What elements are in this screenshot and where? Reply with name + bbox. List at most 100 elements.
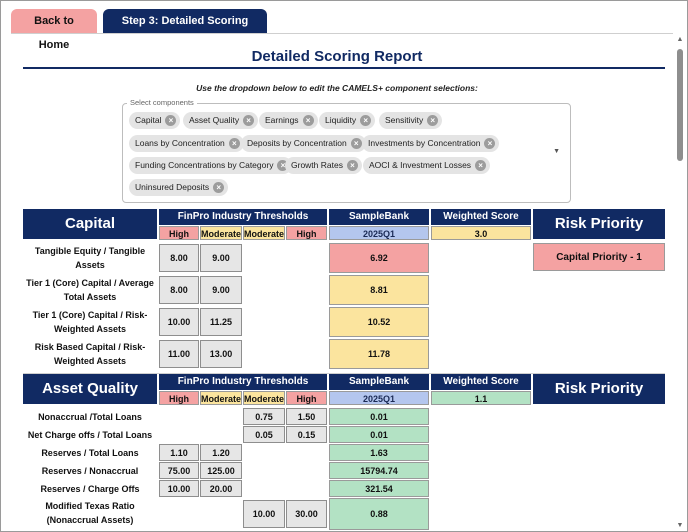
dropdown-caret-icon[interactable]: ▼ (553, 148, 560, 155)
chip-label: Deposits by Concentration (247, 138, 347, 148)
remove-chip-icon[interactable]: × (302, 115, 314, 126)
bank-value: 8.81 (329, 275, 429, 305)
back-to-home-tab[interactable]: Back to Home (11, 9, 97, 51)
scroll-down-icon[interactable]: ▼ (676, 522, 684, 529)
remove-chip-icon[interactable]: × (475, 160, 487, 171)
chip-label: Loans by Concentration (135, 138, 225, 148)
threshold-cell: 9.00 (200, 244, 242, 272)
risk-priority-header: Risk Priority (533, 374, 665, 404)
scroll-up-icon[interactable]: ▲ (676, 36, 684, 43)
chip-label: Asset Quality (189, 115, 240, 125)
threshold-cell: 0.75 (243, 408, 285, 425)
vertical-scrollbar[interactable]: ▲ ▼ (675, 35, 685, 531)
capital-row-label: Risk Based Capital / Risk-Weighted Asset… (34, 342, 146, 366)
chip-loans-by-concentration[interactable]: Loans by Concentration × (129, 135, 244, 152)
threshold-high-high: High (286, 226, 327, 240)
aq-row-label: Modified Texas Ratio (Nonaccrual Assets) (45, 501, 135, 525)
chip-funding-concentrations[interactable]: Funding Concentrations by Category × (129, 157, 293, 174)
asset-quality-title: Asset Quality (23, 374, 157, 404)
component-multiselect[interactable]: Select components Capital × Asset Quality… (122, 98, 571, 203)
bank-value: 321.54 (329, 480, 429, 497)
remove-chip-icon[interactable]: × (360, 115, 372, 126)
chip-capital[interactable]: Capital × (129, 112, 181, 129)
report-content: Detailed Scoring Report Use the dropdown… (11, 34, 673, 531)
threshold-cell: 20.00 (200, 480, 242, 497)
remove-chip-icon[interactable]: × (427, 115, 439, 126)
risk-priority-badge: Capital Priority - 1 (533, 243, 665, 271)
capital-row-label: Tier 1 (Core) Capital / Average Total As… (26, 278, 154, 302)
weighted-score-value: 3.0 (431, 226, 531, 240)
threshold-cell: 1.20 (200, 444, 242, 461)
remove-chip-icon[interactable]: × (350, 138, 362, 149)
tab-divider (11, 33, 673, 34)
threshold-cell: 75.00 (159, 462, 199, 479)
chip-asset-quality[interactable]: Asset Quality × (183, 112, 259, 129)
tab-bar: Back to Home Step 3: Detailed Scoring Re… (11, 9, 267, 51)
chip-label: Investments by Concentration (368, 138, 481, 148)
chip-uninsured-deposits[interactable]: Uninsured Deposits × (129, 179, 229, 196)
threshold-moderate-low: Moderate (200, 226, 242, 240)
instructions-text: Use the dropdown below to edit the CAMEL… (196, 83, 478, 93)
threshold-high-low: High (159, 226, 199, 240)
bank-value: 0.88 (329, 498, 429, 530)
bank-header: SampleBank (329, 374, 429, 390)
threshold-moderate-high: Moderate (243, 226, 285, 240)
threshold-cell: 125.00 (200, 462, 242, 479)
threshold-cell: 8.00 (159, 276, 199, 304)
chip-liquidity[interactable]: Liquidity × (319, 112, 376, 129)
chip-aoci-investment-losses[interactable]: AOCI & Investment Losses × (363, 157, 491, 174)
bank-value: 0.01 (329, 408, 429, 425)
chip-label: Sensitivity (385, 115, 424, 125)
capital-row-label: Tier 1 (Core) Capital / Risk-Weighted As… (32, 310, 148, 334)
weighted-score-header: Weighted Score (431, 374, 531, 390)
remove-chip-icon[interactable]: × (484, 138, 496, 149)
period-label: 2025Q1 (329, 391, 429, 405)
threshold-cell: 1.10 (159, 444, 199, 461)
threshold-high-high: High (286, 391, 327, 405)
remove-chip-icon[interactable]: × (165, 115, 177, 126)
threshold-cell: 8.00 (159, 244, 199, 272)
period-label: 2025Q1 (329, 226, 429, 240)
chip-label: AOCI & Investment Losses (369, 160, 472, 170)
section-divider (23, 373, 665, 374)
capital-title: Capital (23, 209, 157, 239)
aq-row-label: Nonaccrual /Total Loans (38, 411, 142, 422)
bank-header: SampleBank (329, 209, 429, 225)
bank-value: 6.92 (329, 243, 429, 273)
bank-value: 0.01 (329, 426, 429, 443)
threshold-cell: 11.25 (200, 308, 242, 336)
thresholds-header: FinPro Industry Thresholds (159, 374, 327, 390)
threshold-cell: 30.00 (286, 500, 327, 528)
remove-chip-icon[interactable]: × (228, 138, 240, 149)
weighted-score-value: 1.1 (431, 391, 531, 405)
risk-priority-header: Risk Priority (533, 209, 665, 239)
chip-investments-by-concentration[interactable]: Investments by Concentration × (362, 135, 500, 152)
threshold-high-low: High (159, 391, 199, 405)
chip-growth-rates[interactable]: Growth Rates × (285, 157, 362, 174)
select-legend: Select components (127, 98, 197, 107)
aq-row-label: Reserves / Nonaccrual (41, 465, 139, 476)
threshold-moderate-low: Moderate (200, 391, 242, 405)
remove-chip-icon[interactable]: × (243, 115, 255, 126)
threshold-cell: 10.00 (243, 500, 285, 528)
bank-value: 11.78 (329, 339, 429, 369)
chip-sensitivity[interactable]: Sensitivity × (379, 112, 443, 129)
tab-detailed-scoring-report[interactable]: Step 3: Detailed Scoring Report (103, 9, 267, 51)
bank-value: 10.52 (329, 307, 429, 337)
remove-chip-icon[interactable]: × (277, 160, 289, 171)
chip-label: Capital (135, 115, 162, 125)
bank-value: 1.63 (329, 444, 429, 461)
threshold-moderate-high: Moderate (243, 391, 285, 405)
threshold-cell: 1.50 (286, 408, 327, 425)
bank-value: 15794.74 (329, 462, 429, 479)
scrollbar-thumb[interactable] (677, 49, 683, 161)
threshold-cell: 0.05 (243, 426, 285, 443)
chip-label: Earnings (265, 115, 299, 125)
aq-row-label: Reserves / Charge Offs (40, 483, 140, 494)
remove-chip-icon[interactable]: × (213, 182, 225, 193)
capital-row-label: Tangible Equity / Tangible Assets (34, 246, 146, 270)
title-divider (23, 67, 665, 69)
remove-chip-icon[interactable]: × (346, 160, 358, 171)
chip-earnings[interactable]: Earnings × (259, 112, 318, 129)
chip-deposits-by-concentration[interactable]: Deposits by Concentration × (241, 135, 366, 152)
